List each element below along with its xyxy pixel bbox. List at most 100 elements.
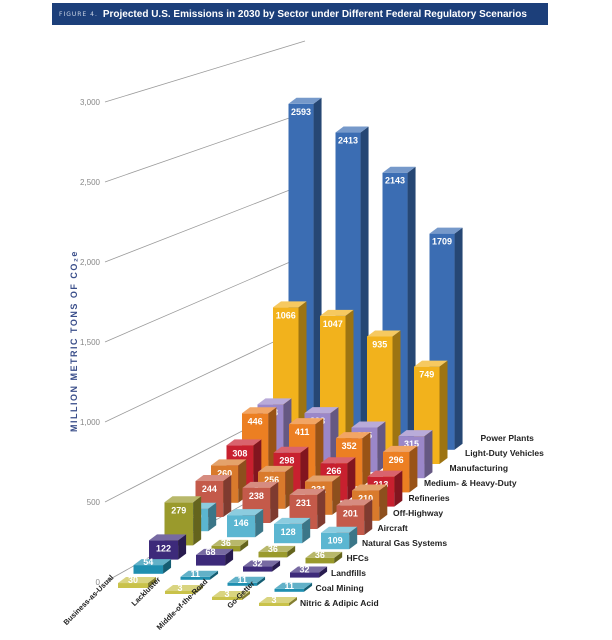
sector-label: Nitric & Adipic Acid xyxy=(300,598,379,608)
bar-top xyxy=(133,559,172,566)
bar-side xyxy=(334,551,343,564)
y-tick-label: 2,500 xyxy=(80,178,101,187)
sector-label: Aircraft xyxy=(378,523,408,533)
bar-top xyxy=(320,309,354,316)
bar-side xyxy=(304,582,313,592)
bar-side xyxy=(360,126,369,438)
bar-top xyxy=(243,560,281,567)
bar-top xyxy=(273,301,307,308)
bar-side xyxy=(362,432,371,487)
sector-label: HFCs xyxy=(347,553,369,563)
data-label: 411 xyxy=(295,427,310,437)
bar-top xyxy=(320,457,356,464)
bar-front xyxy=(212,597,242,600)
y-tick-label: 0 xyxy=(96,578,101,587)
bar-front xyxy=(211,545,241,552)
bar: 11 xyxy=(227,575,266,586)
gridline xyxy=(104,255,306,343)
bar: 128 xyxy=(274,517,311,544)
bar-top xyxy=(259,597,297,603)
bar-top xyxy=(258,545,296,552)
bar-top xyxy=(321,526,358,533)
bar: 3 xyxy=(165,583,203,594)
bar-top xyxy=(118,577,156,584)
bar: 36 xyxy=(211,538,249,552)
gridline xyxy=(104,40,306,103)
data-label: 2143 xyxy=(385,176,405,186)
bar: 11 xyxy=(274,581,313,592)
bar-side xyxy=(210,570,219,580)
data-label: 11 xyxy=(238,575,248,585)
data-label: 68 xyxy=(206,547,216,557)
bar-side xyxy=(424,430,433,479)
sector-label: Landfills xyxy=(331,568,366,578)
data-label: 3 xyxy=(271,595,276,605)
bar-top xyxy=(383,445,418,452)
bar-top xyxy=(382,166,416,173)
data-label: 36 xyxy=(315,550,325,560)
bar-top xyxy=(305,475,341,482)
bar-front xyxy=(290,572,320,578)
bar-top xyxy=(352,484,388,491)
bar-side xyxy=(270,481,279,523)
gridline xyxy=(104,326,306,423)
bar: 122 xyxy=(149,534,187,560)
data-label: 2593 xyxy=(291,107,311,117)
data-label: 32 xyxy=(300,565,310,575)
data-label: 256 xyxy=(264,475,279,485)
data-label: 352 xyxy=(342,441,357,451)
bar-front xyxy=(180,576,211,580)
sector-label: Power Plants xyxy=(481,433,535,443)
bar-top xyxy=(242,407,277,414)
bar-side xyxy=(364,499,373,535)
y-tick-label: 1,000 xyxy=(80,418,101,427)
bar-front xyxy=(243,566,273,572)
bar-side xyxy=(242,591,250,600)
bar-side xyxy=(298,301,307,446)
bar-top xyxy=(226,439,262,446)
data-label: 749 xyxy=(419,370,434,380)
bar-side xyxy=(313,97,322,432)
bar-side xyxy=(287,545,296,558)
bar-front xyxy=(227,515,256,538)
bar-top xyxy=(351,421,386,428)
sector-label: Light-Duty Vehicles xyxy=(465,448,544,458)
bar-front xyxy=(118,583,148,588)
bar-side xyxy=(379,484,388,521)
bar-front xyxy=(305,557,335,564)
data-label: 201 xyxy=(343,508,358,518)
bar-top xyxy=(195,475,232,482)
bar-side xyxy=(257,576,266,586)
bar-side xyxy=(208,502,217,532)
bar-top xyxy=(336,499,373,506)
data-label: 2413 xyxy=(338,136,358,146)
data-label: 446 xyxy=(248,416,263,426)
bar-top xyxy=(227,576,266,583)
bar-top xyxy=(180,570,219,577)
data-label: 3 xyxy=(224,589,229,599)
bar-side xyxy=(195,585,203,594)
bar: 36 xyxy=(305,550,343,564)
bar-front xyxy=(196,554,226,566)
sector-label: Refineries xyxy=(409,493,450,503)
gridline xyxy=(104,183,306,263)
bar-side xyxy=(319,566,328,578)
bar: 11 xyxy=(180,569,219,580)
data-label: 244 xyxy=(202,484,217,494)
bar-side xyxy=(302,517,311,544)
data-label: 109 xyxy=(328,536,343,546)
bar-top xyxy=(211,539,249,546)
bar-front xyxy=(258,551,288,558)
bar: 32 xyxy=(243,559,281,572)
bar-top xyxy=(305,551,343,558)
data-label: 11 xyxy=(191,569,201,579)
data-label: 298 xyxy=(279,456,294,466)
bar: 36 xyxy=(258,544,296,558)
data-label: 3 xyxy=(177,583,182,593)
bar: 30 xyxy=(118,575,156,588)
bar-top xyxy=(227,509,264,516)
bar-side xyxy=(240,539,249,552)
bar: 146 xyxy=(227,509,264,538)
data-label: 210 xyxy=(358,494,373,504)
